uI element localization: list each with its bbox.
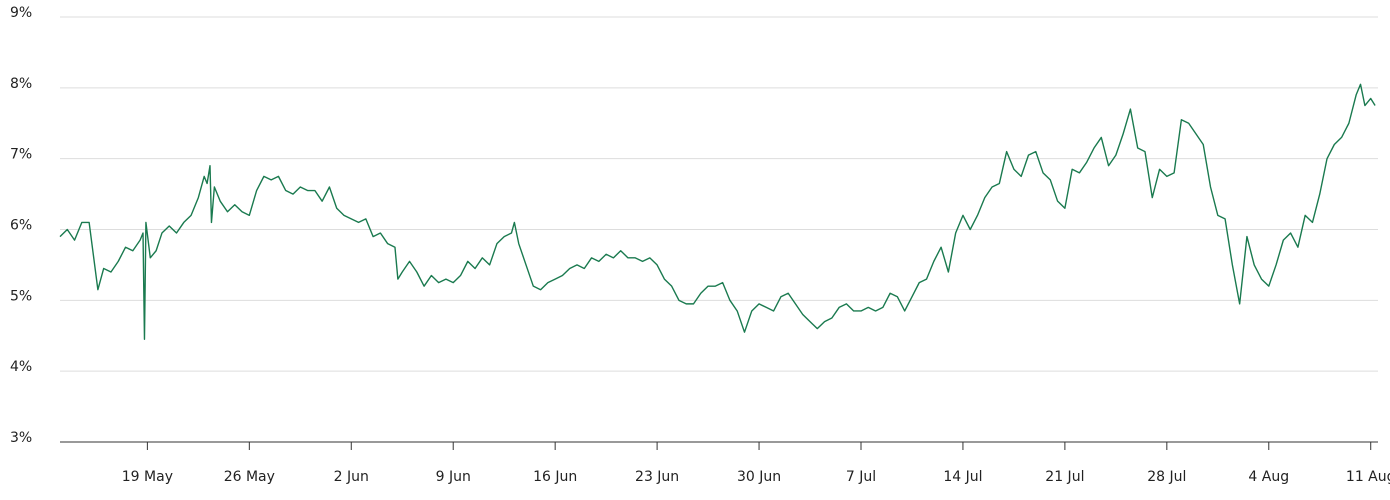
x-tick-label: 21 Jul	[1045, 469, 1084, 485]
series-line	[59, 83, 1376, 340]
y-tick-label: 6%	[10, 218, 32, 234]
x-tick-label: 26 May	[224, 469, 275, 485]
y-tick-label: 8%	[10, 76, 32, 92]
x-tick-label: 16 Jun	[533, 469, 577, 485]
x-tick-label: 23 Jun	[635, 469, 679, 485]
x-tick-label: 7 Jul	[846, 469, 876, 485]
y-tick-label: 5%	[10, 288, 32, 304]
x-tick-label: 30 Jun	[737, 469, 781, 485]
y-tick-label: 7%	[10, 147, 32, 163]
x-tick-label: 4 Aug	[1248, 469, 1289, 485]
x-tick-label: 11 Aug	[1346, 469, 1390, 485]
x-tick-label: 14 Jul	[943, 469, 982, 485]
x-tick-label: 2 Jun	[334, 469, 369, 485]
y-tick-label: 9%	[10, 5, 32, 21]
y-tick-label: 3%	[10, 430, 32, 446]
x-tick-label: 19 May	[122, 469, 173, 485]
x-tick-label: 28 Jul	[1147, 469, 1186, 485]
y-tick-label: 4%	[10, 359, 32, 375]
x-tick-label: 9 Jun	[436, 469, 471, 485]
